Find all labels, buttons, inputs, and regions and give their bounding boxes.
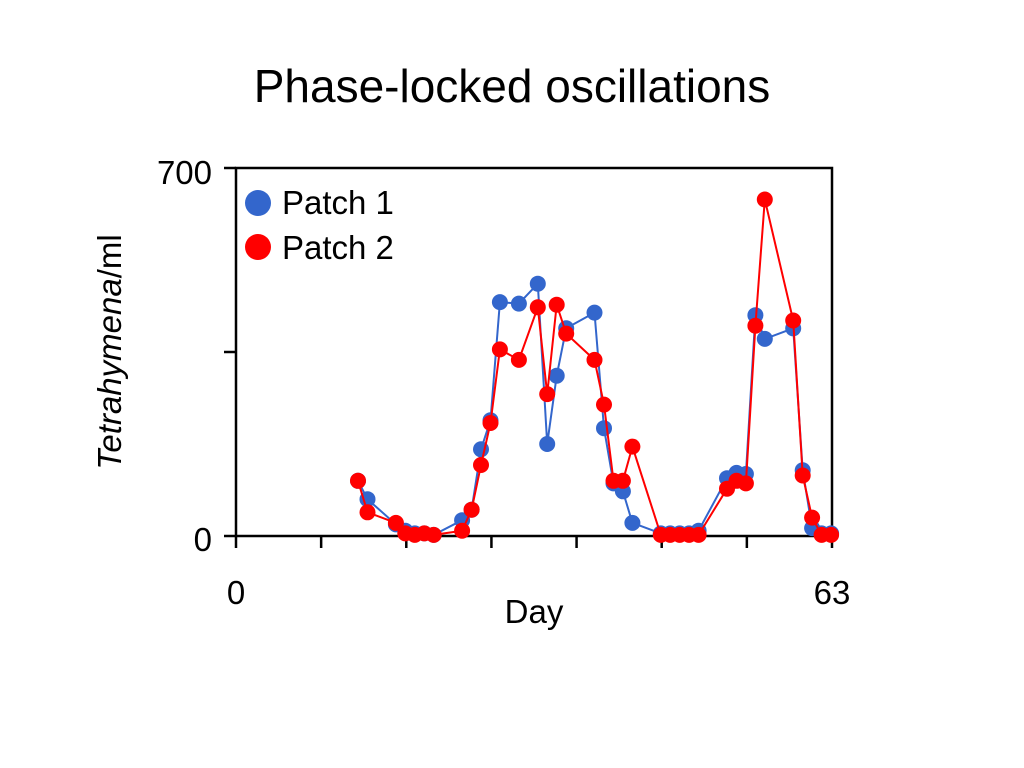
- x-tick-label-min: 0: [227, 574, 245, 611]
- data-point-patch-2: [539, 386, 556, 403]
- legend-marker-patch-1: [245, 190, 271, 216]
- data-point-patch-2: [794, 467, 811, 484]
- data-point-patch-1: [539, 436, 556, 452]
- series-patch-1: [350, 275, 840, 543]
- legend-label-patch-2: Patch 2: [282, 229, 394, 266]
- data-point-patch-2: [624, 438, 641, 455]
- data-point-patch-2: [586, 351, 603, 368]
- legend-label-patch-1: Patch 1: [282, 184, 394, 221]
- x-axis-ticks: [234, 536, 834, 548]
- data-point-patch-2: [756, 191, 773, 208]
- data-point-patch-1: [624, 514, 641, 531]
- data-point-patch-2: [823, 526, 840, 543]
- data-point-patch-2: [529, 299, 546, 316]
- data-point-patch-2: [785, 312, 802, 329]
- y-tick-label-max: 700: [157, 154, 212, 191]
- data-point-patch-2: [558, 325, 575, 342]
- y-tick-label-min: 0: [194, 521, 212, 558]
- data-point-patch-2: [454, 522, 471, 539]
- data-point-patch-2: [463, 501, 480, 518]
- data-point-patch-2: [482, 415, 499, 431]
- series-patch-2: [350, 191, 840, 543]
- data-point-patch-2: [359, 504, 376, 521]
- data-point-patch-2: [350, 472, 366, 489]
- series-layer: [350, 191, 840, 543]
- data-point-patch-2: [491, 341, 508, 358]
- data-point-patch-1: [596, 420, 612, 437]
- data-point-patch-2: [473, 457, 489, 473]
- data-point-patch-2: [510, 351, 527, 368]
- data-point-patch-2: [548, 296, 565, 313]
- y-axis-label: Tetrahymena/ml: [91, 234, 128, 469]
- data-point-patch-2: [804, 509, 821, 526]
- data-point-patch-1: [756, 330, 773, 347]
- data-point-patch-2: [747, 317, 764, 334]
- legend: Patch 1 Patch 2: [245, 184, 394, 266]
- y-axis-ticks: [224, 166, 236, 538]
- y-axis-label-unit: /ml: [91, 234, 128, 278]
- data-point-patch-1: [529, 275, 546, 292]
- chart-title: Phase-locked oscillations: [254, 60, 771, 112]
- data-point-patch-1: [510, 295, 527, 312]
- data-point-patch-1: [359, 491, 376, 508]
- data-point-patch-1: [548, 367, 565, 384]
- y-axis-label-italic: Tetrahymena: [91, 278, 128, 469]
- data-point-patch-1: [491, 294, 508, 311]
- data-point-patch-2: [690, 526, 707, 543]
- data-point-patch-2: [387, 514, 404, 531]
- data-point-patch-2: [425, 526, 442, 543]
- x-tick-label-max: 63: [814, 574, 851, 611]
- data-point-patch-2: [596, 396, 612, 413]
- legend-marker-patch-2: [245, 234, 271, 260]
- data-point-patch-2: [737, 475, 754, 492]
- data-point-patch-2: [614, 472, 631, 489]
- x-axis-label: Day: [505, 593, 564, 630]
- data-point-patch-1: [586, 304, 603, 321]
